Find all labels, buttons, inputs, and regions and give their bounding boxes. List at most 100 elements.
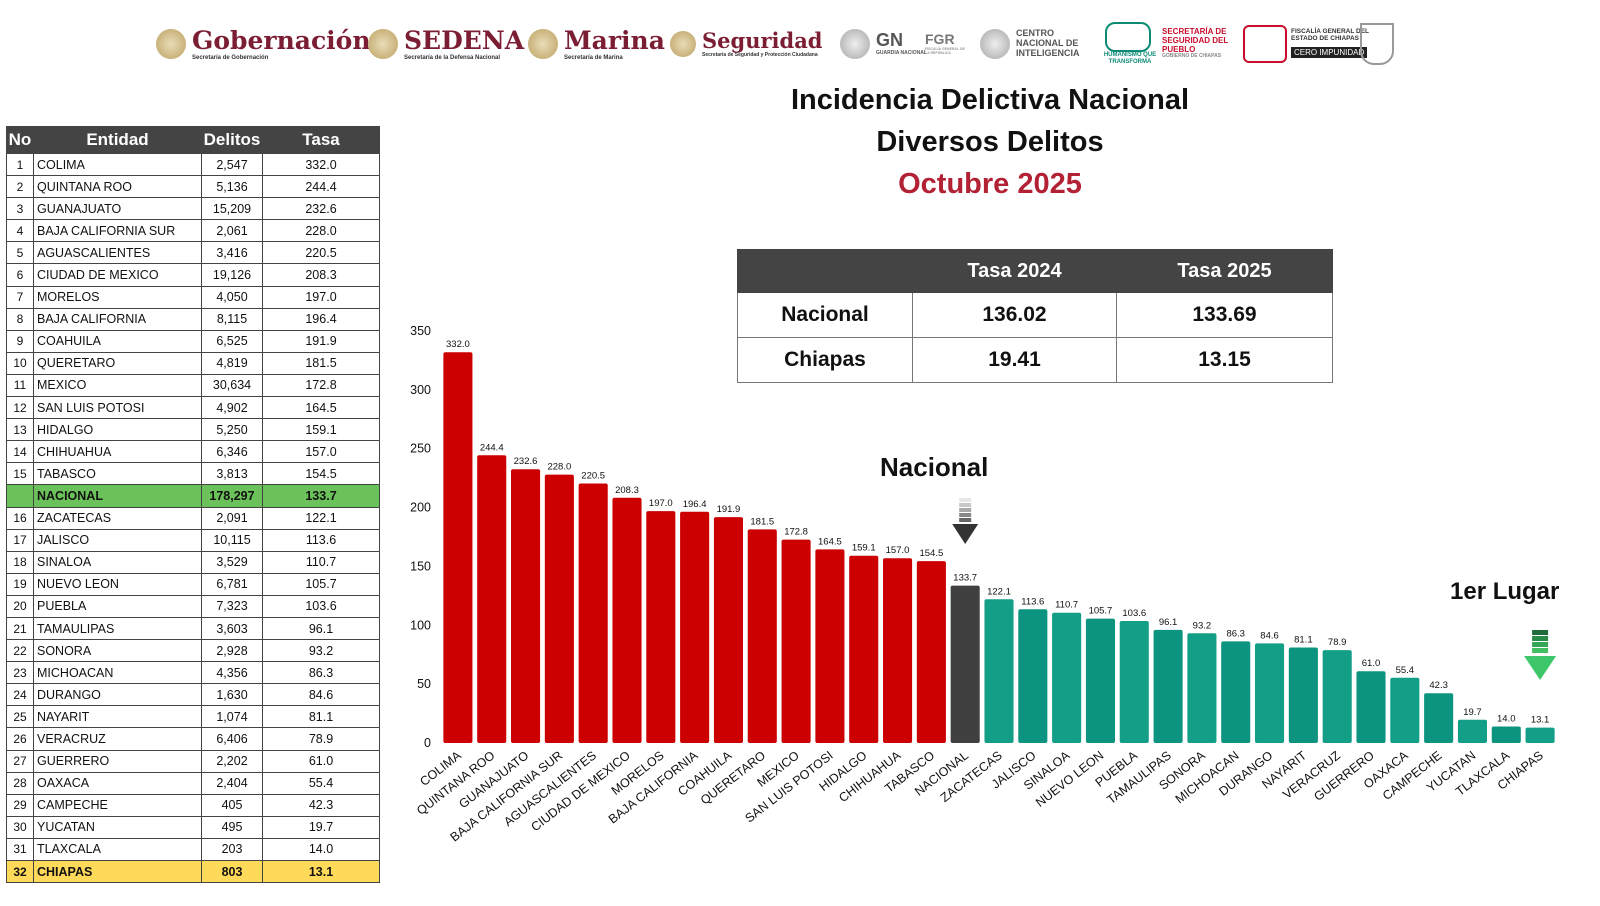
cell-no: 6 <box>6 263 34 287</box>
cell-no: 14 <box>6 440 34 464</box>
cell-entidad: COLIMA <box>33 152 202 177</box>
cell-delitos: 15,209 <box>201 197 263 221</box>
summary-tasa-2024: 19.41 <box>912 337 1117 383</box>
bar-value-label: 105.7 <box>1089 606 1113 617</box>
cell-no: 29 <box>6 793 34 817</box>
nacional-arrow-icon <box>952 524 979 544</box>
cell-no: 8 <box>6 307 34 331</box>
summary-header-blank <box>737 249 913 293</box>
bar-value-label: 172.8 <box>784 527 808 538</box>
cell-tasa: 244.4 <box>262 175 380 199</box>
cell-entidad: MORELOS <box>33 285 202 309</box>
gn-seal-icon <box>840 29 870 59</box>
bar-sonora <box>1187 633 1217 743</box>
cell-delitos: 3,603 <box>201 616 263 641</box>
bar-hidalgo <box>849 555 879 743</box>
cell-tasa: 103.6 <box>262 594 380 618</box>
nacional-arrow-segment <box>959 513 972 517</box>
ranking-row: 14 CHIHUAHUA 6,346 157.0 <box>6 440 380 464</box>
bar-value-label: 164.5 <box>818 536 842 547</box>
fge-name: FISCALÍA GENERAL DEL ESTADO DE CHIAPAS <box>1291 27 1369 42</box>
ranking-row: 23 MICHOACAN 4,356 86.3 <box>6 661 380 685</box>
marina-logo: Marina Secretaría de Marina <box>528 18 665 70</box>
cell-no: 2 <box>6 175 34 199</box>
cell-no: 18 <box>6 550 34 574</box>
bar-value-label: 14.0 <box>1497 714 1516 725</box>
bar-value-label: 197.0 <box>649 498 673 509</box>
chiapas-shield-logo <box>1360 18 1394 70</box>
gn-sub: GUARDIA NACIONAL <box>876 50 927 57</box>
cell-tasa: 86.3 <box>262 661 380 685</box>
gn-logo: GN GUARDIA NACIONAL <box>840 18 927 70</box>
cell-tasa: 55.4 <box>262 771 380 795</box>
ranking-row: 12 SAN LUIS POTOSI 4,902 164.5 <box>6 396 380 420</box>
cell-entidad: MICHOACAN <box>33 661 202 685</box>
bar-nuevo-leon <box>1085 618 1115 743</box>
ranking-row: 22 SONORA 2,928 93.2 <box>6 639 380 663</box>
bar-value-label: 113.6 <box>1021 596 1044 607</box>
bar-value-label: 81.1 <box>1294 635 1313 646</box>
cell-tasa: 122.1 <box>262 506 380 530</box>
seguridad-logo: Seguridad Secretaría de Seguridad y Prote… <box>670 18 823 70</box>
summary-tasa-2024: 136.02 <box>912 292 1117 338</box>
cell-entidad: QUINTANA ROO <box>33 175 202 199</box>
header-delitos: Delitos <box>201 126 263 154</box>
cell-entidad: PUEBLA <box>33 594 202 618</box>
cell-entidad: CAMPECHE <box>33 793 202 817</box>
cell-tasa: 157.0 <box>262 440 380 464</box>
bar-tlaxcala <box>1491 726 1521 743</box>
cell-delitos: 2,404 <box>201 771 263 795</box>
bar-zacatecas <box>984 599 1014 743</box>
summary-table: Tasa 2024 Tasa 2025 Nacional 136.02 133.… <box>737 249 1333 383</box>
y-tick-label: 100 <box>410 618 431 632</box>
nacional-arrow-segment <box>959 498 972 502</box>
cell-tasa: 105.7 <box>262 572 380 596</box>
bar-tabasco <box>916 561 946 743</box>
bar-mexico <box>781 539 811 743</box>
logo-strip: Gobernación Secretaría de Gobernación SED… <box>150 18 1440 70</box>
ranking-row: 5 AGUASCALIENTES 3,416 220.5 <box>6 241 380 265</box>
ranking-row: 7 MORELOS 4,050 197.0 <box>6 285 380 309</box>
cell-tasa: 81.1 <box>262 705 380 729</box>
bar-value-label: 19.7 <box>1463 707 1482 718</box>
cell-delitos: 178,297 <box>201 484 263 508</box>
cell-no: 26 <box>6 727 34 751</box>
cell-no: 30 <box>6 815 34 839</box>
cell-entidad: CHIHUAHUA <box>33 440 202 464</box>
bar-guerrero <box>1356 671 1386 743</box>
bar-value-label: 244.4 <box>480 442 504 453</box>
ranking-row: 9 COAHUILA 6,525 191.9 <box>6 329 380 353</box>
bar-baja-california <box>680 511 710 743</box>
bar-value-label: 93.2 <box>1193 620 1212 631</box>
cell-tasa: 332.0 <box>262 152 380 177</box>
cell-tasa: 196.4 <box>262 307 380 331</box>
marina-sub: Secretaría de Marina <box>564 54 623 61</box>
ranking-row: 24 DURANGO 1,630 84.6 <box>6 683 380 707</box>
cell-delitos: 405 <box>201 793 263 817</box>
bar-value-label: 78.9 <box>1328 637 1347 648</box>
cell-no: 10 <box>6 351 34 375</box>
cell-no: 4 <box>6 219 34 243</box>
bar-value-label: 208.3 <box>615 485 639 496</box>
header-entidad: Entidad <box>33 126 202 154</box>
cell-delitos: 1,630 <box>201 683 263 707</box>
bar-chihuahua <box>883 558 913 743</box>
gn-name: GN <box>876 30 903 51</box>
gobernacion-name: Gobernación <box>192 25 371 55</box>
title-line-2: Diversos Delitos <box>876 126 1104 158</box>
ranking-row: 1 COLIMA 2,547 332.0 <box>6 152 380 177</box>
cell-tasa: 96.1 <box>262 616 380 641</box>
cell-entidad: GUANAJUATO <box>33 197 202 221</box>
sedena-sub: Secretaría de la Defensa Nacional <box>404 54 501 61</box>
cell-tasa: 228.0 <box>262 219 380 243</box>
bar-nacional <box>950 585 980 743</box>
cell-entidad: HIDALGO <box>33 418 202 442</box>
bar-value-label: 96.1 <box>1159 617 1178 628</box>
cell-delitos: 4,902 <box>201 396 263 420</box>
ranking-row: 2 QUINTANA ROO 5,136 244.4 <box>6 175 380 199</box>
ranking-row: 19 NUEVO LEON 6,781 105.7 <box>6 572 380 596</box>
summary-tasa-2025: 13.15 <box>1116 337 1333 383</box>
bar-value-label: 42.3 <box>1429 680 1448 691</box>
cell-delitos: 6,346 <box>201 440 263 464</box>
sedena-name: SEDENA <box>404 25 525 55</box>
